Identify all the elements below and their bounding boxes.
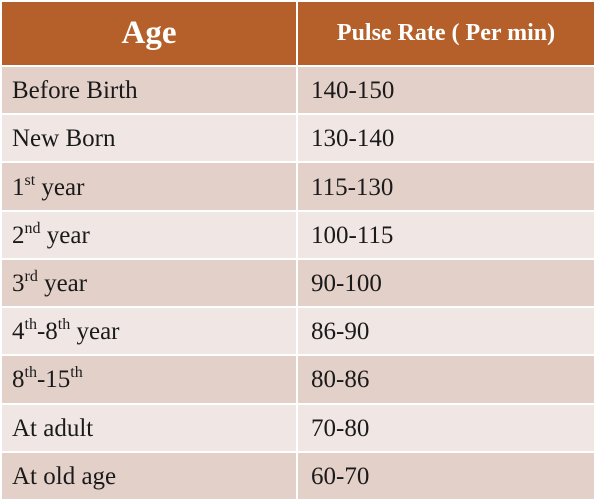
pulse-rate-cell: 80-86 — [296, 354, 594, 405]
age-text: 4 — [12, 318, 25, 346]
table-row: 2nd year 100-115 — [0, 209, 594, 260]
table-row: 4th-8th year 86-90 — [0, 306, 594, 357]
ordinal-suffix: th — [70, 364, 83, 382]
age-cell: 2nd year — [0, 209, 298, 260]
age-text: New Born — [12, 125, 116, 153]
age-text: 3 — [12, 269, 25, 297]
table-body: Before Birth 140-150 New Born 130-140 1st ye… — [0, 64, 594, 501]
age-cell: 3rd year — [0, 257, 298, 309]
age-text: year — [37, 269, 88, 297]
pulse-rate-cell: 100-115 — [296, 209, 594, 260]
pulse-rate-cell: 86-90 — [296, 306, 594, 357]
pulse-rate-cell: 140-150 — [296, 64, 594, 116]
age-text: At adult — [12, 414, 94, 442]
pulse-rate-cell: 130-140 — [296, 113, 594, 164]
age-text: year — [70, 318, 120, 346]
age-text: -15 — [36, 366, 71, 394]
table-row: New Born 130-140 — [0, 113, 594, 164]
age-cell: At adult — [0, 402, 298, 453]
pulse-rate-cell: 90-100 — [296, 257, 594, 309]
ordinal-suffix: st — [24, 171, 36, 189]
age-cell: 4th-8th year — [0, 306, 298, 357]
table-row: 8th-15th 80-86 — [0, 354, 594, 405]
table-row: Before Birth 140-150 — [0, 64, 594, 116]
table-row: 1st year 115-130 — [0, 161, 594, 212]
age-text: Before Birth — [12, 77, 138, 105]
age-cell: Before Birth — [0, 64, 298, 116]
age-text: 1 — [12, 173, 25, 201]
age-text: -8 — [36, 318, 58, 346]
age-cell: 8th-15th — [0, 354, 298, 405]
age-text: 2 — [12, 221, 25, 249]
age-text: At old age — [12, 462, 117, 490]
header-row: Age Pulse Rate ( Per min) — [0, 0, 594, 67]
table-row: At old age 60-70 — [0, 450, 594, 501]
ordinal-suffix: th — [24, 316, 37, 334]
pulse-rate-cell: 115-130 — [296, 161, 594, 212]
table-row: 3rd year 90-100 — [0, 257, 594, 309]
ordinal-suffix: rd — [24, 267, 38, 285]
ordinal-suffix: nd — [24, 219, 41, 237]
age-cell: 1st year — [0, 161, 298, 212]
age-column-header: Age — [0, 0, 298, 67]
age-text: year — [40, 221, 90, 249]
table-row: At adult 70-80 — [0, 402, 594, 453]
pulse-rate-cell: 60-70 — [296, 450, 594, 501]
ordinal-suffix: th — [24, 364, 37, 382]
table-header: Age Pulse Rate ( Per min) — [0, 0, 594, 67]
ordinal-suffix: th — [57, 316, 71, 334]
age-cell: New Born — [0, 113, 298, 164]
pulse-rate-column-header: Pulse Rate ( Per min) — [296, 0, 594, 67]
age-cell: At old age — [0, 450, 298, 501]
age-text: year — [35, 173, 85, 201]
age-text: 8 — [12, 366, 25, 394]
pulse-rate-cell: 70-80 — [296, 402, 594, 453]
